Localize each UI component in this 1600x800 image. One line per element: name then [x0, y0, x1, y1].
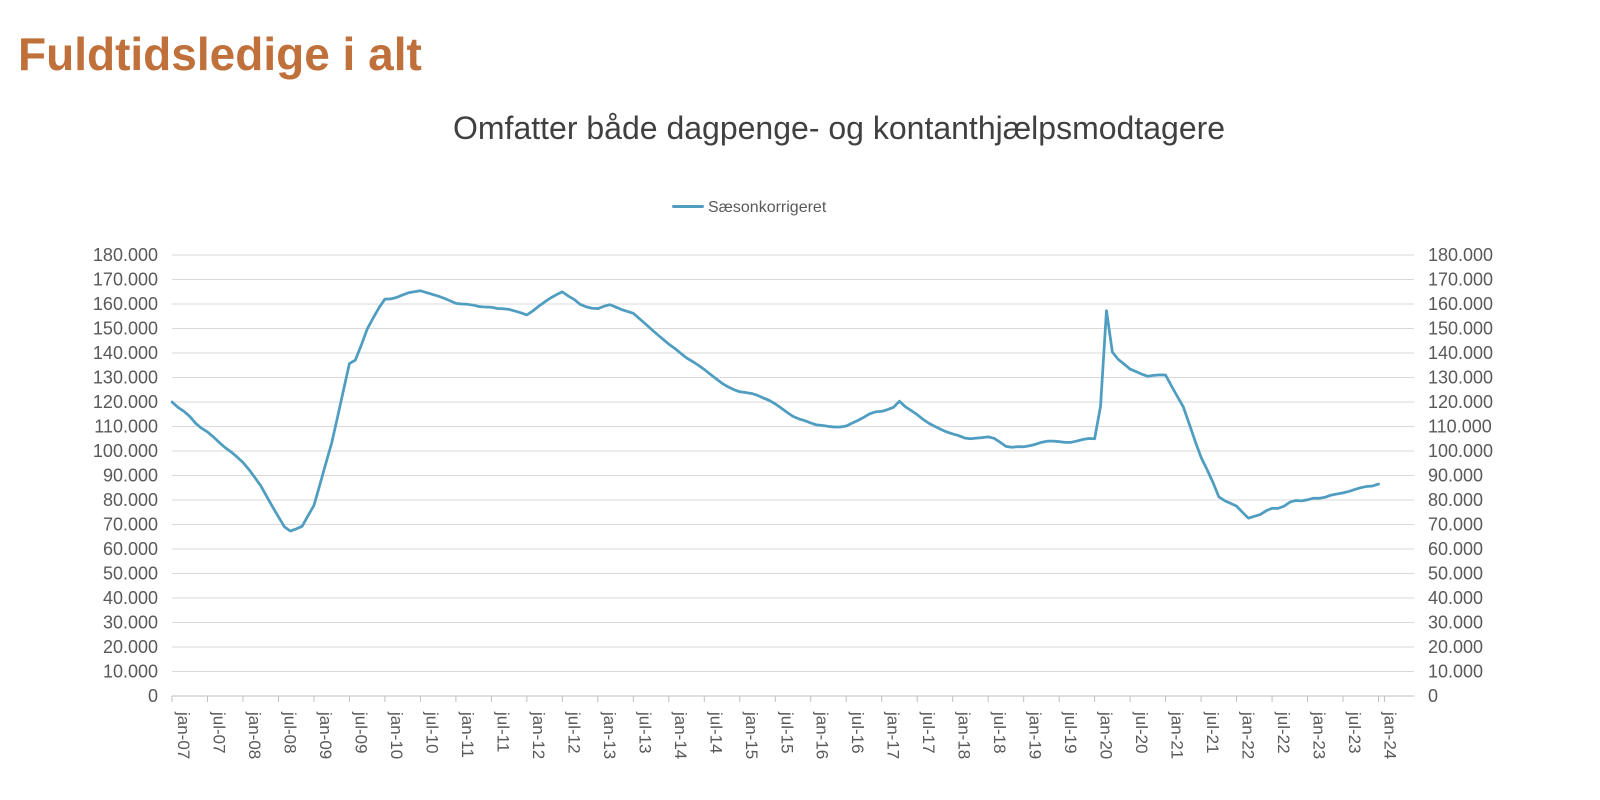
svg-text:130.000: 130.000 [93, 368, 158, 388]
svg-text:jul-12: jul-12 [564, 711, 583, 754]
svg-text:0: 0 [1428, 686, 1438, 706]
svg-text:jan-15: jan-15 [742, 711, 761, 759]
svg-text:40.000: 40.000 [1428, 588, 1483, 608]
svg-text:140.000: 140.000 [93, 343, 158, 363]
svg-text:50.000: 50.000 [103, 564, 158, 584]
svg-text:jul-21: jul-21 [1203, 711, 1222, 754]
svg-text:60.000: 60.000 [103, 539, 158, 559]
svg-text:90.000: 90.000 [1428, 466, 1483, 486]
svg-text:60.000: 60.000 [1428, 539, 1483, 559]
svg-text:30.000: 30.000 [103, 613, 158, 633]
svg-text:jul-22: jul-22 [1274, 711, 1293, 754]
svg-text:jul-11: jul-11 [493, 711, 512, 752]
svg-text:120.000: 120.000 [1428, 392, 1493, 412]
svg-text:120.000: 120.000 [93, 392, 158, 412]
svg-text:20.000: 20.000 [1428, 637, 1483, 657]
svg-text:jan-12: jan-12 [529, 711, 548, 759]
svg-text:170.000: 170.000 [93, 270, 158, 290]
svg-text:jul-09: jul-09 [351, 711, 370, 754]
svg-text:10.000: 10.000 [103, 662, 158, 682]
svg-text:jul-16: jul-16 [848, 711, 867, 754]
svg-text:110.000: 110.000 [1428, 417, 1492, 437]
svg-text:160.000: 160.000 [93, 294, 158, 314]
svg-text:130.000: 130.000 [1428, 368, 1493, 388]
svg-text:150.000: 150.000 [93, 319, 158, 339]
svg-text:jan-18: jan-18 [955, 711, 974, 759]
svg-text:jan-23: jan-23 [1310, 711, 1329, 759]
svg-text:70.000: 70.000 [1428, 515, 1483, 535]
svg-text:150.000: 150.000 [1428, 319, 1493, 339]
svg-text:80.000: 80.000 [1428, 490, 1483, 510]
svg-text:jul-08: jul-08 [280, 711, 299, 754]
svg-text:50.000: 50.000 [1428, 564, 1483, 584]
svg-text:jan-13: jan-13 [600, 711, 619, 759]
svg-text:jul-18: jul-18 [990, 711, 1009, 754]
svg-text:jan-11: jan-11 [458, 711, 477, 758]
svg-text:jul-13: jul-13 [635, 711, 654, 754]
svg-text:jul-10: jul-10 [422, 711, 441, 754]
svg-text:jan-19: jan-19 [1026, 711, 1045, 759]
svg-text:jul-17: jul-17 [919, 711, 938, 754]
svg-text:jan-16: jan-16 [813, 711, 832, 759]
svg-text:jan-24: jan-24 [1381, 711, 1400, 759]
svg-text:180.000: 180.000 [1428, 245, 1493, 265]
svg-text:jan-09: jan-09 [316, 711, 335, 759]
svg-text:110.000: 110.000 [94, 417, 158, 437]
svg-text:100.000: 100.000 [1428, 441, 1493, 461]
svg-text:jan-08: jan-08 [245, 711, 264, 759]
svg-text:jan-17: jan-17 [884, 711, 903, 759]
svg-text:jan-22: jan-22 [1239, 711, 1258, 759]
svg-text:jul-19: jul-19 [1061, 711, 1080, 754]
svg-text:jan-14: jan-14 [671, 711, 690, 759]
svg-text:jan-20: jan-20 [1097, 711, 1116, 759]
svg-text:40.000: 40.000 [103, 588, 158, 608]
svg-text:0: 0 [148, 686, 158, 706]
svg-text:20.000: 20.000 [103, 637, 158, 657]
svg-text:180.000: 180.000 [93, 245, 158, 265]
svg-text:jan-21: jan-21 [1168, 711, 1187, 759]
svg-text:80.000: 80.000 [103, 490, 158, 510]
svg-text:10.000: 10.000 [1428, 662, 1483, 682]
svg-text:jul-14: jul-14 [706, 711, 725, 754]
svg-text:jul-20: jul-20 [1132, 711, 1151, 754]
svg-text:jan-07: jan-07 [174, 711, 193, 759]
svg-text:30.000: 30.000 [1428, 613, 1483, 633]
svg-text:140.000: 140.000 [1428, 343, 1493, 363]
svg-text:170.000: 170.000 [1428, 270, 1493, 290]
svg-text:100.000: 100.000 [93, 441, 158, 461]
svg-text:jul-07: jul-07 [209, 711, 228, 754]
svg-text:jan-10: jan-10 [387, 711, 406, 759]
svg-text:160.000: 160.000 [1428, 294, 1493, 314]
svg-text:70.000: 70.000 [103, 515, 158, 535]
svg-text:90.000: 90.000 [103, 466, 158, 486]
svg-text:jul-23: jul-23 [1345, 711, 1364, 754]
svg-text:jul-15: jul-15 [777, 711, 796, 754]
